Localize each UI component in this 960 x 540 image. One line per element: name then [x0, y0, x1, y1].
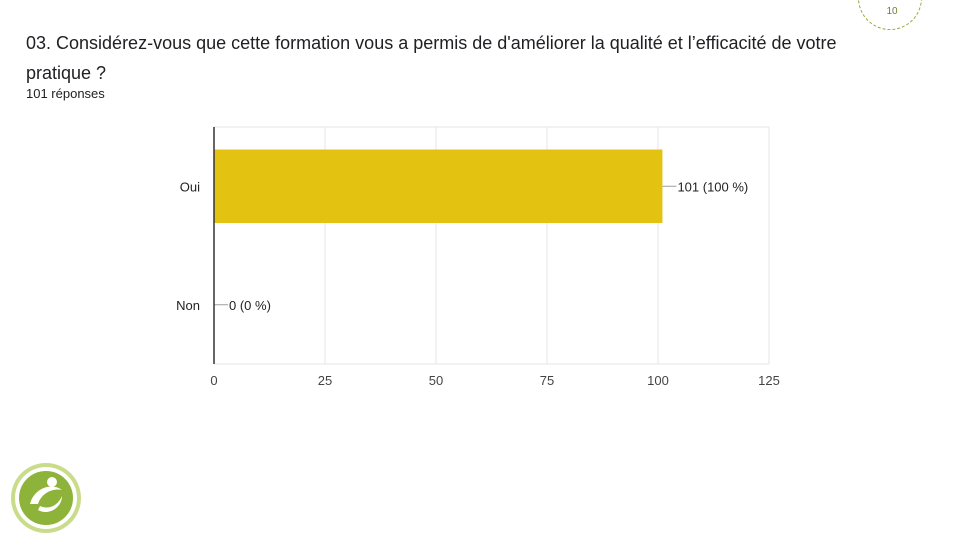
page-number: 10 [886, 6, 898, 17]
x-tick-label: 75 [540, 373, 554, 388]
bar-oui [214, 149, 663, 223]
question-title: 03. Considérez-vous que cette formation … [26, 33, 837, 83]
x-tick-label: 0 [210, 373, 217, 388]
x-tick-label: 100 [647, 373, 669, 388]
responses-count: 101 réponses [26, 86, 105, 101]
data-label: 101 (100 %) [677, 179, 748, 194]
x-tick-label: 50 [429, 373, 443, 388]
data-label: 0 (0 %) [229, 298, 271, 313]
category-label: Oui [180, 179, 200, 194]
organization-logo-icon [11, 463, 81, 533]
x-tick-label: 25 [318, 373, 332, 388]
x-tick-label: 125 [758, 373, 780, 388]
category-label: Non [176, 298, 200, 313]
